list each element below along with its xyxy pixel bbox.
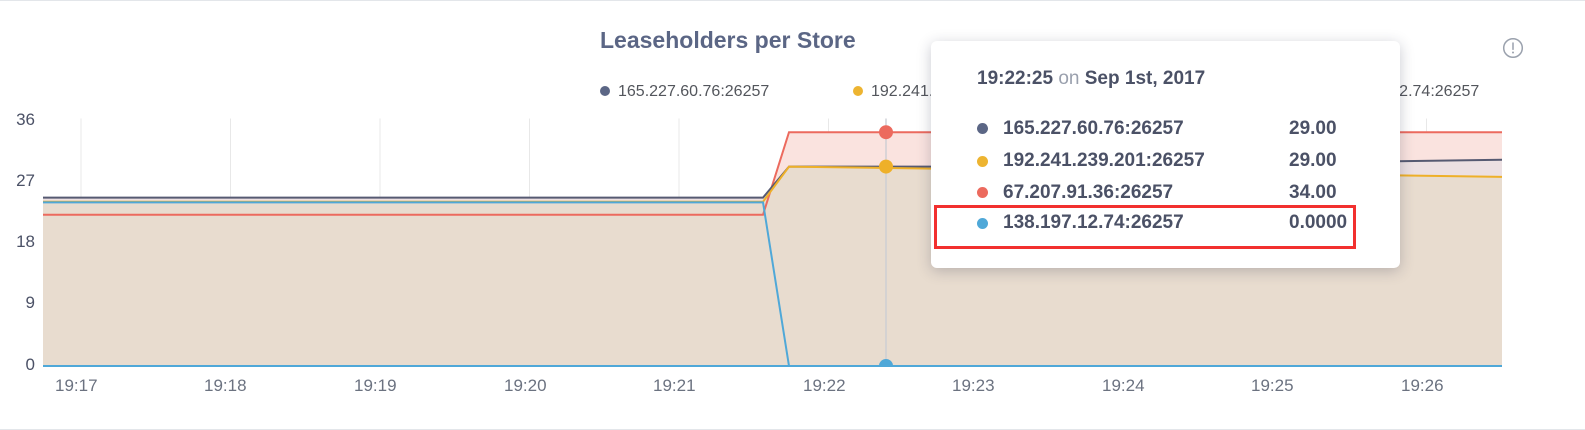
svg-text:19:25: 19:25 <box>1251 376 1294 395</box>
svg-text:18: 18 <box>16 232 35 251</box>
svg-text:19:26: 19:26 <box>1401 376 1444 395</box>
svg-text:19:23: 19:23 <box>952 376 995 395</box>
svg-text:19:17: 19:17 <box>55 376 98 395</box>
svg-text:19:18: 19:18 <box>204 376 247 395</box>
svg-text:19:21: 19:21 <box>653 376 696 395</box>
svg-text:19:20: 19:20 <box>504 376 547 395</box>
svg-text:9: 9 <box>26 293 35 312</box>
svg-text:19:19: 19:19 <box>354 376 397 395</box>
svg-text:19:22: 19:22 <box>803 376 846 395</box>
svg-text:36: 36 <box>16 110 35 129</box>
svg-text:19:24: 19:24 <box>1102 376 1145 395</box>
svg-text:27: 27 <box>16 171 35 190</box>
svg-text:0: 0 <box>26 355 35 374</box>
